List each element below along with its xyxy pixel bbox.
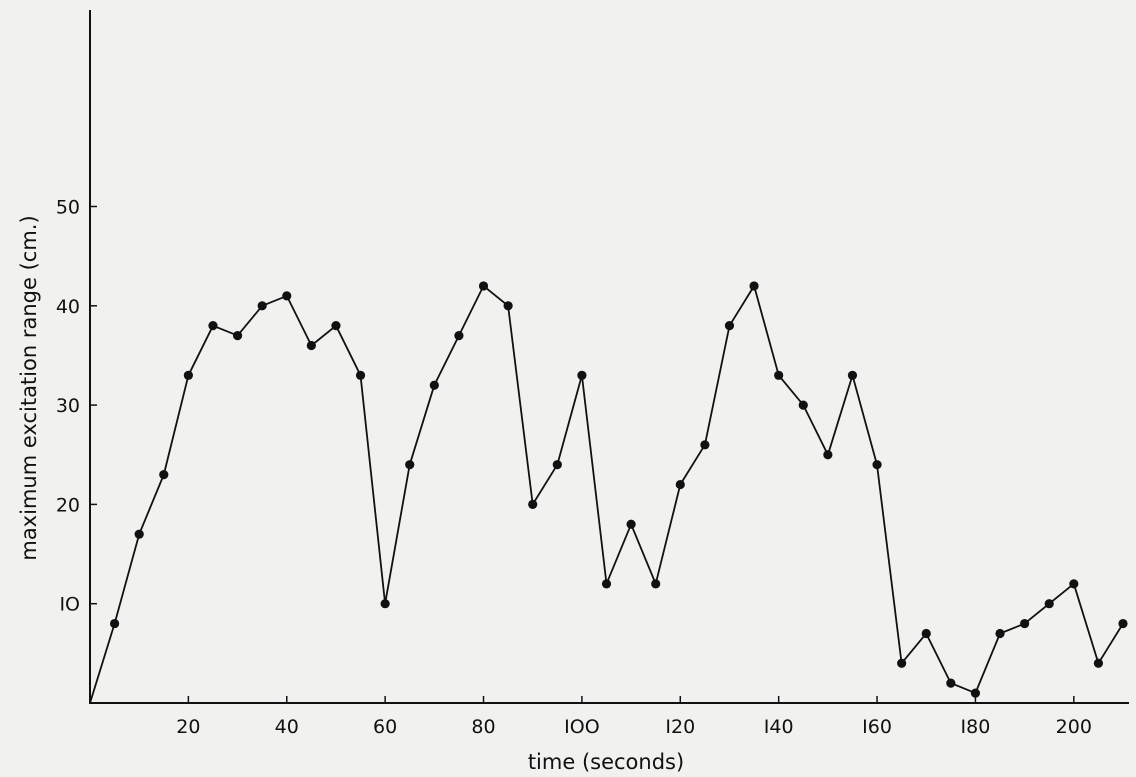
x-tick-label: 60 xyxy=(373,716,397,738)
x-tick-label: I20 xyxy=(665,716,695,738)
data-point xyxy=(626,519,636,529)
data-point xyxy=(257,301,267,311)
data-point xyxy=(208,321,218,331)
data-point xyxy=(306,340,316,351)
series-line xyxy=(89,284,1124,704)
data-point xyxy=(1118,618,1128,629)
series xyxy=(89,281,1128,704)
data-point xyxy=(675,479,685,490)
data-point xyxy=(946,678,956,688)
data-point xyxy=(429,380,439,390)
axes xyxy=(89,10,1129,704)
y-ticks: IO 20 30 40 50 xyxy=(56,197,97,616)
data-point xyxy=(700,440,710,450)
data-point xyxy=(1093,658,1104,668)
data-point xyxy=(1020,618,1030,629)
data-point xyxy=(1044,599,1054,609)
data-point xyxy=(651,579,661,589)
y-tick-label: 40 xyxy=(56,296,80,318)
y-tick-label: 50 xyxy=(56,197,80,219)
data-point xyxy=(232,330,243,341)
y-tick-label: IO xyxy=(59,594,80,616)
data-point xyxy=(798,400,808,410)
data-point xyxy=(503,301,513,311)
data-point xyxy=(774,370,784,380)
data-point xyxy=(159,470,169,480)
x-tick-label: I40 xyxy=(764,716,794,738)
data-point xyxy=(897,658,907,668)
x-tick-label: IOO xyxy=(564,716,600,738)
data-point xyxy=(282,291,292,301)
data-point xyxy=(355,370,366,380)
data-point xyxy=(183,370,193,380)
data-point xyxy=(478,281,489,291)
data-point xyxy=(134,529,144,539)
x-ticks: 20 40 60 80 IOO I20 I40 I60 I80 200 xyxy=(176,696,1092,738)
x-tick-label: I60 xyxy=(862,716,892,738)
x-tick-label: 200 xyxy=(1056,716,1092,738)
data-point xyxy=(749,281,759,291)
y-tick-label: 30 xyxy=(56,395,80,417)
data-point xyxy=(454,330,464,341)
data-point xyxy=(109,618,120,629)
y-axis-title: maximum excitation range (cm.) xyxy=(17,215,41,560)
data-point xyxy=(847,370,858,380)
data-point xyxy=(380,599,390,609)
data-point xyxy=(1069,579,1079,589)
data-point xyxy=(528,499,538,509)
data-point xyxy=(970,688,981,698)
x-tick-label: 80 xyxy=(471,716,495,738)
data-point xyxy=(823,450,833,460)
data-point xyxy=(405,460,415,470)
y-tick-label: 20 xyxy=(56,494,80,516)
data-point xyxy=(331,321,341,331)
data-point xyxy=(601,579,612,589)
data-point xyxy=(921,628,931,639)
data-point xyxy=(577,370,587,380)
data-point xyxy=(724,321,735,331)
x-tick-label: 40 xyxy=(275,716,299,738)
data-point xyxy=(872,460,882,470)
data-point xyxy=(995,628,1005,639)
data-point xyxy=(552,460,562,470)
x-tick-label: I80 xyxy=(961,716,991,738)
x-axis-title: time (seconds) xyxy=(528,750,684,774)
x-tick-label: 20 xyxy=(176,716,200,738)
